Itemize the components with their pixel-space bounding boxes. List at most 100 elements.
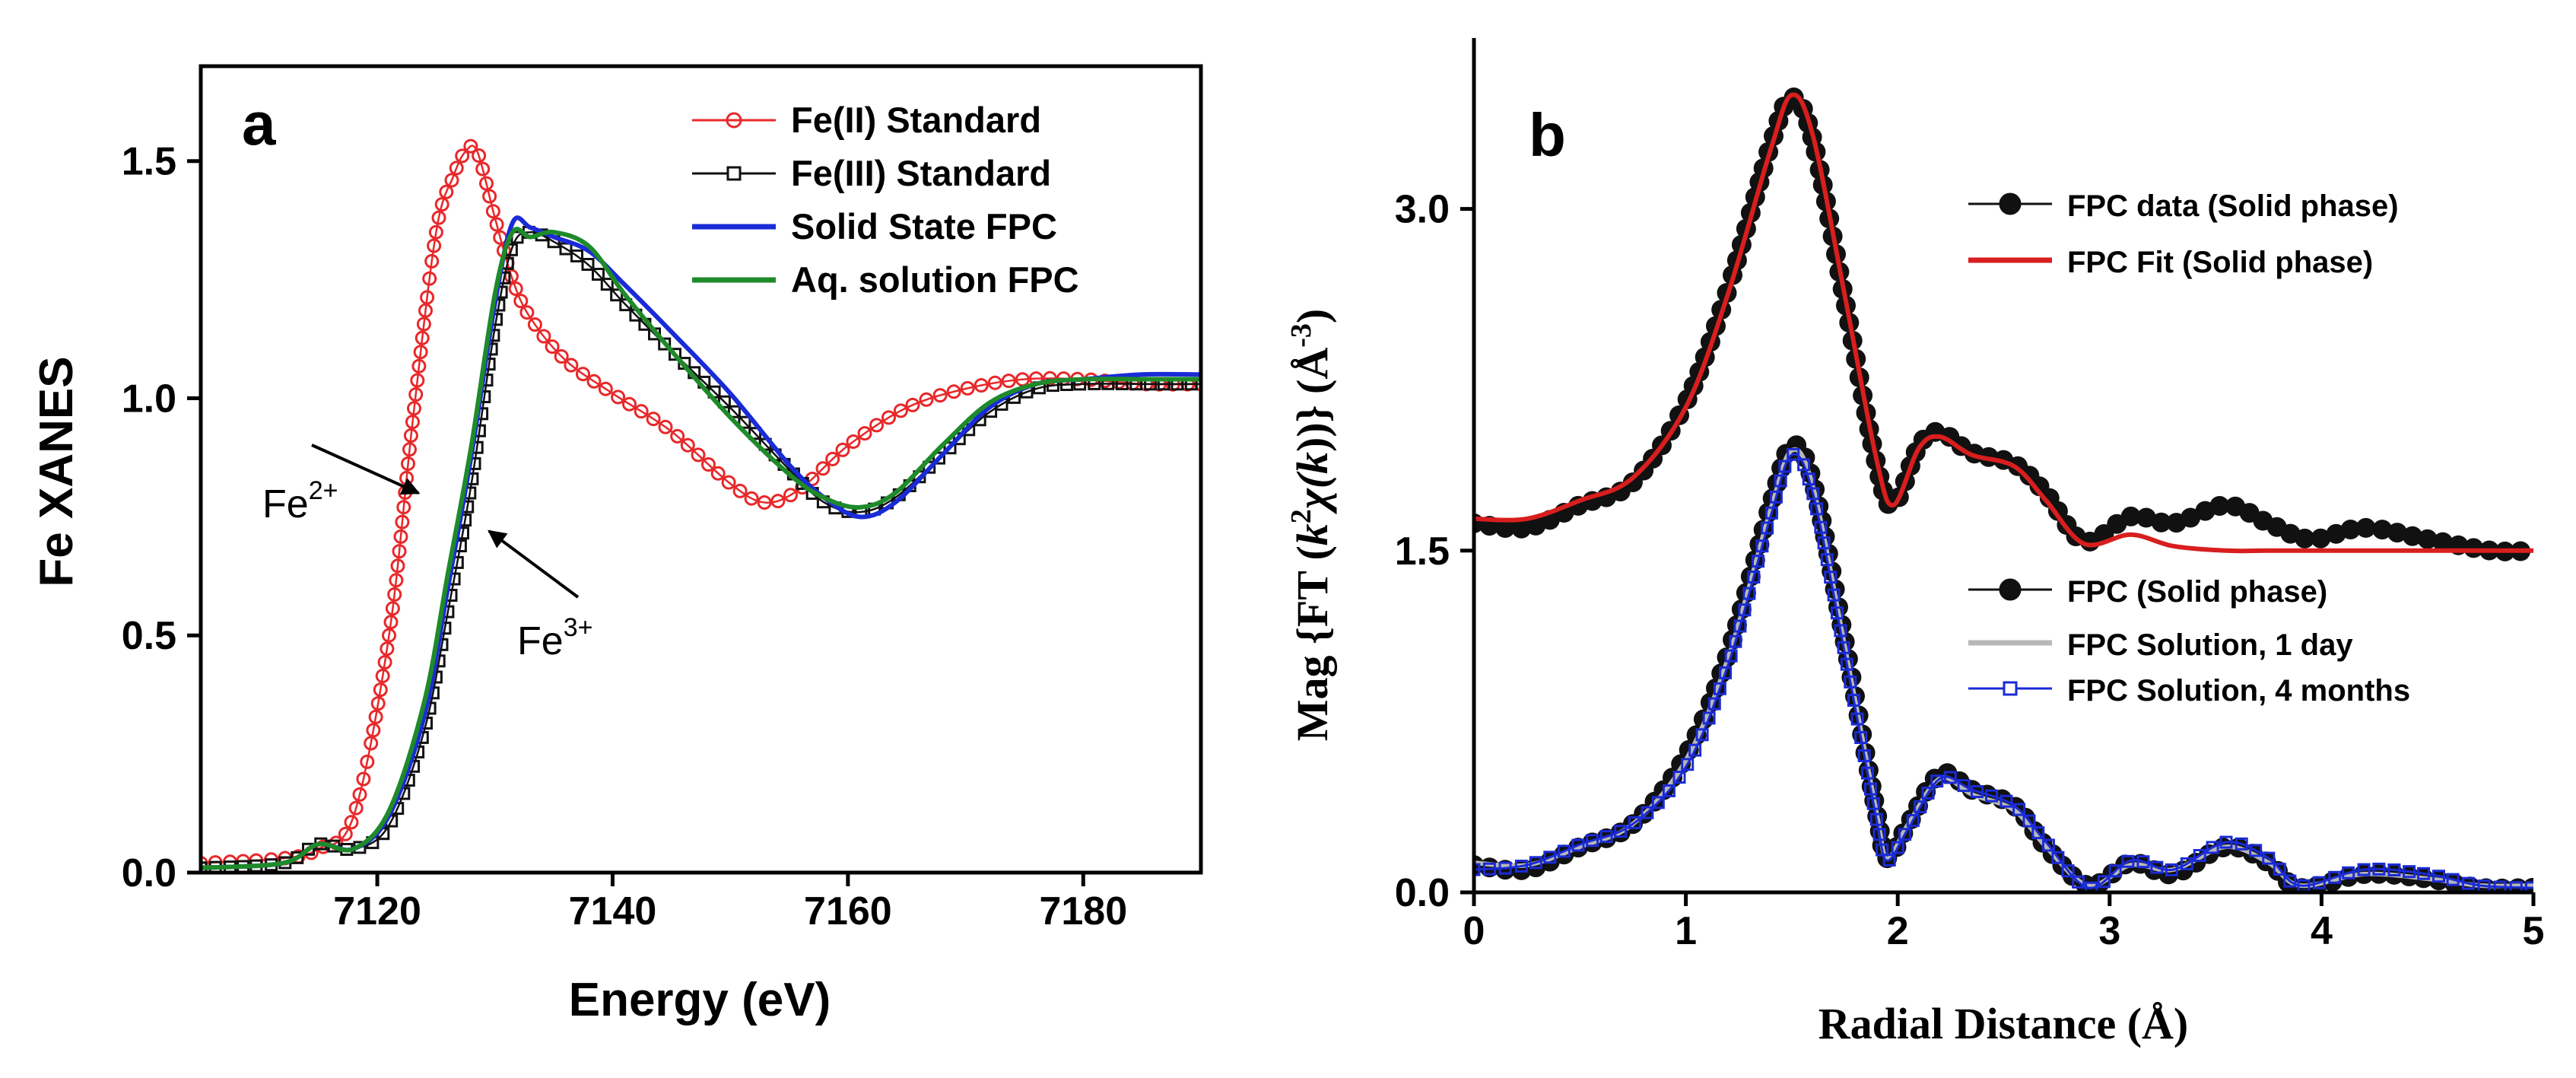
series-aq-solution-fpc xyxy=(201,227,1201,870)
data-point-fpc-solution-4-months xyxy=(1840,657,1853,671)
data-point-fpc-solution-4-months xyxy=(2493,880,2507,892)
data-point-fpc-solution-4-months xyxy=(1847,694,1860,707)
data-point-fpc-solution-4-months xyxy=(2342,866,2355,879)
data-point-fe-ii-standard xyxy=(825,451,840,466)
series-line-aq-solution-fpc xyxy=(201,227,1201,870)
data-point-fe-ii-standard xyxy=(846,434,861,449)
data-point-fe-ii-standard xyxy=(479,176,494,191)
data-point-fe-ii-standard xyxy=(434,197,449,212)
data-point-fpc-solution-4-months xyxy=(1864,782,1877,796)
data-point-fe-ii-standard xyxy=(444,173,459,188)
data-point-fpc-solution-4-months xyxy=(1866,797,1880,810)
data-point-fe-ii-standard xyxy=(428,224,443,240)
data-point-fe-iii-standard xyxy=(748,427,762,440)
panel-b-letter: b xyxy=(1529,101,1566,169)
data-point-fpc-data-solid-phase xyxy=(2372,520,2393,540)
data-point-fpc-solution-4-months xyxy=(1857,749,1871,762)
data-point-fpc-solution-4-months xyxy=(1614,825,1628,838)
data-point-fe-ii-standard xyxy=(382,628,396,643)
data-point-fe-iii-standard xyxy=(610,288,624,302)
data-point-fe-ii-standard xyxy=(634,404,649,419)
data-point-fe-iii-standard xyxy=(291,851,304,864)
data-point-fe-ii-standard xyxy=(701,457,716,472)
legend-item-solid-state-fpc: Solid State FPC xyxy=(692,206,1057,246)
data-point-fe-iii-standard xyxy=(952,432,966,446)
data-point-fpc-solution-4-months xyxy=(1778,460,1792,473)
data-point-fe-ii-standard xyxy=(411,358,427,374)
data-point-fpc-solution-4-months xyxy=(1787,447,1800,461)
data-point-fe-ii-standard xyxy=(554,349,569,364)
series-fpc-data-solid-phase xyxy=(1474,87,2533,561)
data-point-fe-ii-standard xyxy=(415,330,430,345)
data-point-fpc-solution-4-months xyxy=(2180,857,2193,870)
x-tick-label: 7140 xyxy=(569,889,657,933)
data-point-fpc-solution-4-months xyxy=(1719,666,1733,679)
data-point-fe-ii-standard xyxy=(455,148,470,164)
panel-a: 7120 7140 7160 7180 0.0 0.5 1.0 1.5 a Energy (e… xyxy=(30,64,1203,1026)
y-tick-label: 1.5 xyxy=(122,140,176,184)
data-point-fe-ii-standard xyxy=(352,787,367,802)
data-point-fpc-solution-4-months xyxy=(1662,784,1676,797)
data-point-fe-iii-standard xyxy=(669,348,681,361)
data-point-fe-ii-standard xyxy=(424,253,440,269)
data-point-fpc-solution-4-months xyxy=(1702,711,1716,725)
data-point-fe-ii-standard xyxy=(513,294,529,309)
annotation-arrow xyxy=(488,529,580,599)
data-point-fe-ii-standard xyxy=(545,339,560,355)
panel-b-xlabel: Radial Distance (Å) xyxy=(1818,999,2189,1048)
data-point-fe-ii-standard xyxy=(658,419,673,434)
data-point-fpc-solution-4-months xyxy=(1651,796,1665,809)
data-point-fpc-solution-4-months xyxy=(2312,876,2326,889)
data-point-fe-ii-standard xyxy=(344,815,359,830)
data-point-fe-ii-standard xyxy=(401,456,415,471)
data-point-fe-ii-standard xyxy=(974,378,989,393)
data-point-fpc-data-solid-phase xyxy=(2209,496,2230,516)
data-point-fpc-solution-4-months xyxy=(1742,587,1756,600)
data-point-fpc-solution-4-months xyxy=(2085,881,2098,892)
data-point-fpc-solution-4-months xyxy=(1943,771,1957,784)
data-point-fe-ii-standard xyxy=(472,148,487,163)
data-point-fe-ii-standard xyxy=(536,329,551,344)
legend-item-aq-solution-fpc: Aq. solution FPC xyxy=(692,259,1079,300)
x-tick-label: 7160 xyxy=(804,889,892,933)
data-point-fpc-solution-4-months xyxy=(1854,731,1868,744)
data-point-fe-ii-standard xyxy=(857,426,872,441)
series-solid-state-fpc xyxy=(201,215,1201,870)
data-point-fe-ii-standard xyxy=(670,428,685,444)
data-point-fe-ii-standard xyxy=(410,373,425,388)
series-line-solid-state-fpc xyxy=(201,215,1201,870)
data-point-fe-ii-standard xyxy=(598,381,613,396)
data-point-fpc-solution-4-months xyxy=(1628,816,1641,829)
data-point-fe-ii-standard xyxy=(420,290,435,305)
data-point-fpc-solution-4-months xyxy=(1769,490,1783,504)
data-point-fpc-solution-4-months xyxy=(2357,863,2371,876)
data-point-fe-ii-standard xyxy=(383,615,399,630)
legend-item-fe-ii-standard: Fe(II) Standard xyxy=(692,100,1041,140)
data-point-fpc-solution-4-months xyxy=(1641,806,1654,819)
data-point-fe-ii-standard xyxy=(987,375,1002,390)
data-point-fpc-solution-4-months xyxy=(1599,830,1613,844)
data-point-fpc-solution-4-months xyxy=(2403,865,2416,879)
data-point-fpc-solution-4-months xyxy=(1906,814,1920,828)
data-point-fe-ii-standard xyxy=(1043,370,1057,386)
data-point-fpc-solution-4-months xyxy=(1957,779,1971,793)
data-point-fpc-solution-4-months xyxy=(1688,743,1702,757)
data-point-fpc-solution-4-months xyxy=(1672,771,1686,784)
panel-b-ylabel: Mag {FT (k2χ(k))} (Å-3) xyxy=(1285,309,1337,741)
data-point-fe-ii-standard xyxy=(489,217,504,232)
data-point-fe-iii-standard xyxy=(727,405,741,418)
data-point-fe-ii-standard xyxy=(732,483,748,498)
data-point-fpc-solution-4-months xyxy=(2219,835,2233,849)
data-point-fpc-solution-4-months xyxy=(2235,837,2248,851)
annotation-fe2: Fe2+ xyxy=(262,444,421,526)
legend-label: FPC Solution, 4 months xyxy=(2067,674,2410,708)
data-point-fe-ii-standard xyxy=(946,384,961,399)
data-point-fpc-solution-4-months xyxy=(1882,854,1896,867)
data-point-fpc-solution-4-months xyxy=(1752,555,1764,568)
data-point-fe-ii-standard xyxy=(449,161,464,176)
data-point-fe-ii-standard xyxy=(439,184,454,199)
annotation-label: Fe2+ xyxy=(262,476,338,526)
data-point-fpc-solution-4-months xyxy=(2432,870,2445,883)
data-point-fe-ii-standard xyxy=(463,138,478,154)
